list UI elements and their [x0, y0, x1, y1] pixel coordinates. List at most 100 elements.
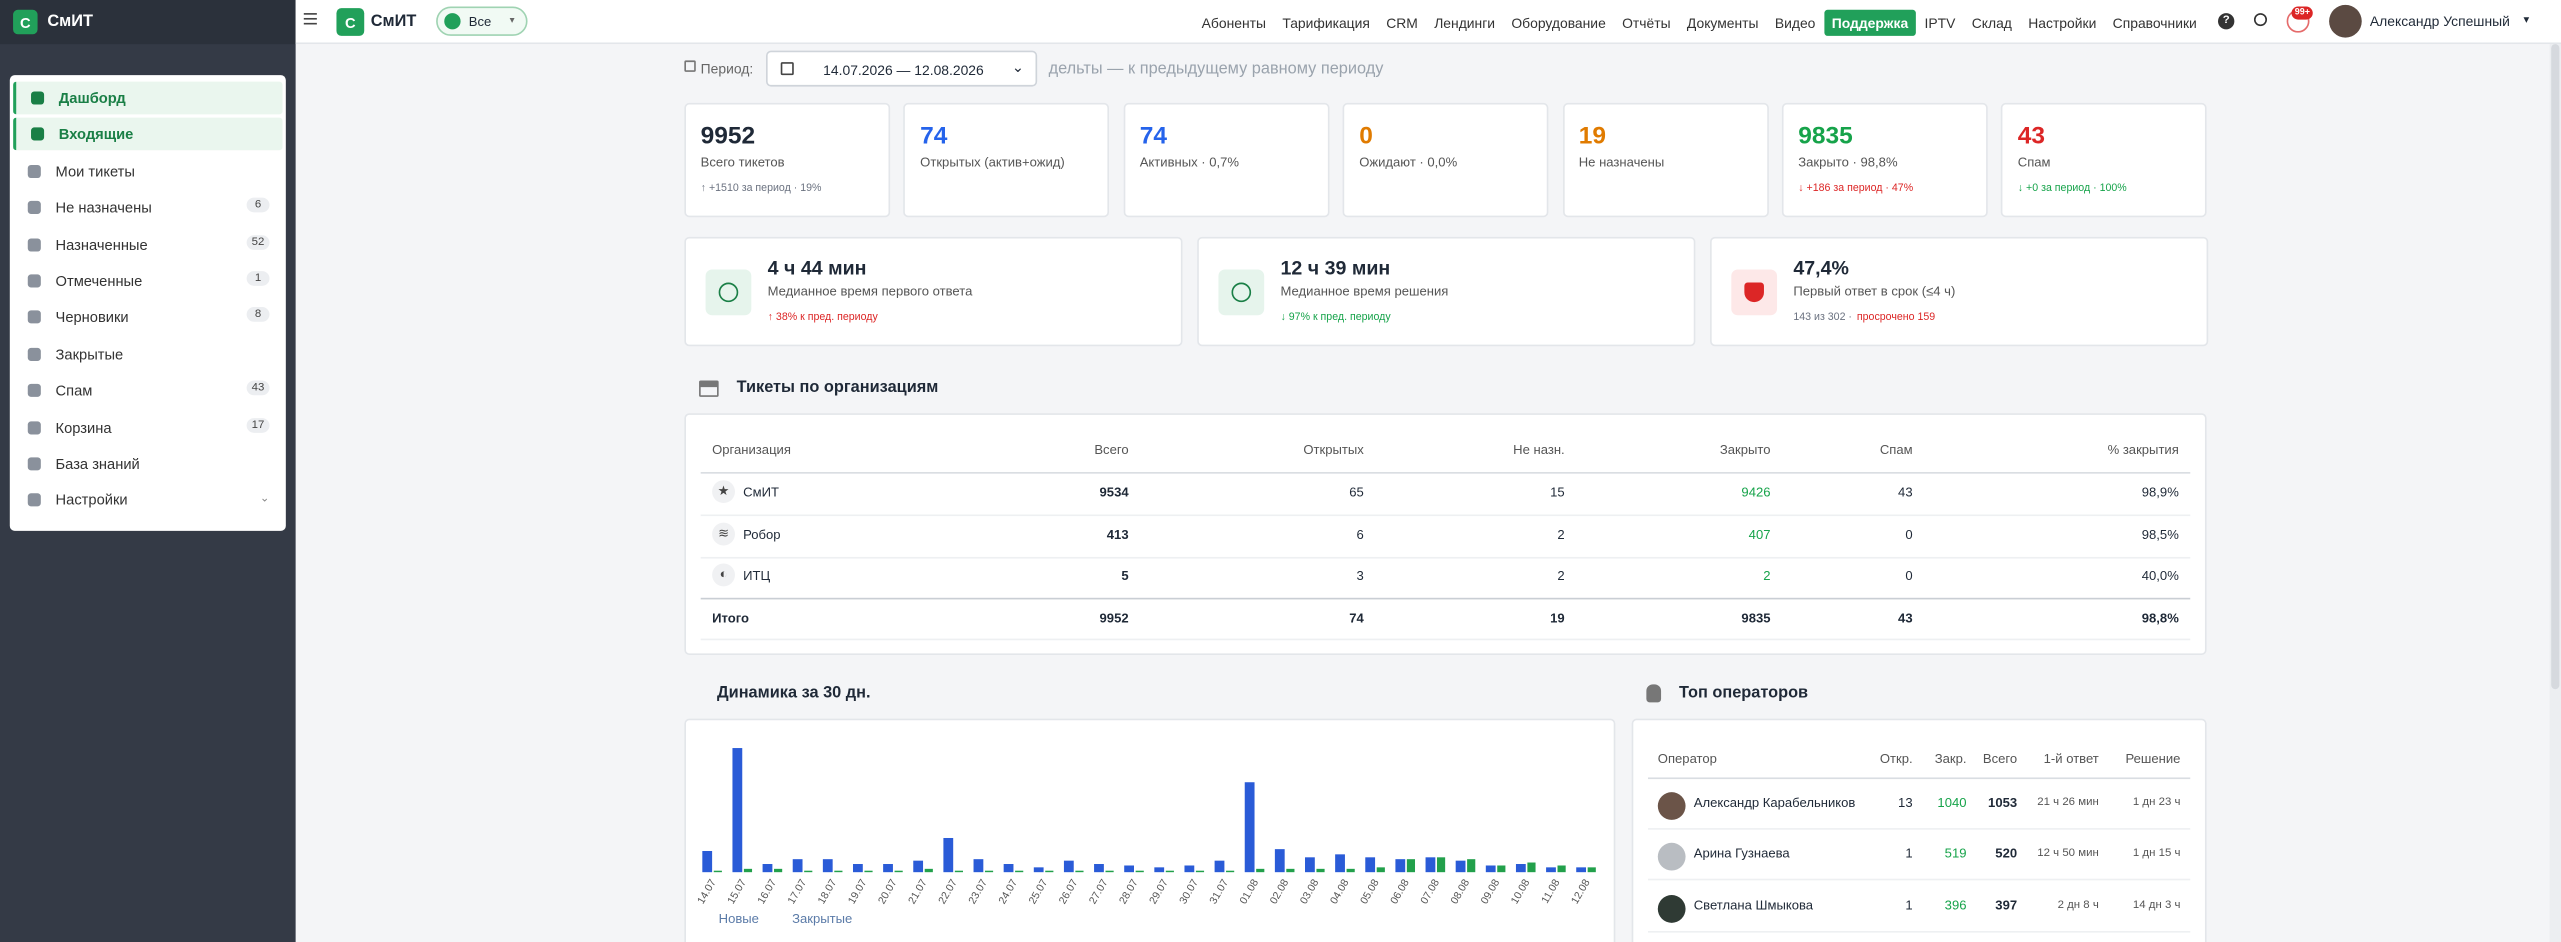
nav-item[interactable]: Склад [1971, 13, 2012, 31]
bar [1256, 868, 1265, 873]
menu-item[interactable]: Спам 43 [13, 374, 282, 407]
user-avatar[interactable] [2329, 4, 2362, 38]
bar [732, 748, 743, 873]
menu-item[interactable]: Дашборд [13, 81, 283, 115]
nav-item[interactable]: Отчёты [1622, 13, 1671, 31]
period-picker[interactable]: 14.07.2026 — 12.08.2026 ⌄ [766, 50, 1038, 87]
kpi-delta-text: ↓ 97% к пред. периоду [1280, 311, 1391, 324]
table-cell: Светлана Шмыкова [1693, 897, 1814, 913]
menu-item[interactable]: Входящие [13, 118, 283, 151]
menu-label: Входящие [58, 126, 134, 143]
bar [1105, 870, 1114, 873]
table-cell: Александр Карабельников [1693, 795, 1856, 811]
stat-card: 74 Активных · 0,7% [1123, 102, 1330, 218]
bar [924, 868, 933, 873]
table-cell: 74 [1349, 610, 1364, 626]
section-title: Динамика за 30 дн. [717, 684, 871, 703]
nav-item[interactable]: Документы [1686, 13, 1759, 31]
x-tick-label: 29.07 [1147, 877, 1171, 906]
menu-item[interactable]: Назначенные 52 [13, 228, 282, 261]
table-cell: Не назн. [1513, 442, 1565, 458]
row-rule [700, 598, 2191, 601]
x-tick-label: 27.07 [1087, 877, 1111, 906]
menu-icon [31, 128, 45, 142]
stat-card: 43 Спам ↓ +0 за период · 100% [2001, 102, 2208, 218]
nav-item[interactable]: Оборудование [1511, 13, 1606, 31]
search-icon[interactable] [2253, 13, 2268, 27]
table-cell: Решение [2125, 751, 2181, 767]
menu-toggle[interactable] [303, 13, 317, 25]
row-rule [1647, 828, 2191, 830]
bar [1165, 870, 1174, 873]
stat-delta: ↓ +186 за период · 47% [1798, 182, 1914, 195]
kpi-delta-text: ↑ 38% к пред. периоду [767, 311, 878, 324]
table-cell: 1040 [1937, 795, 1967, 811]
user-name[interactable]: Александр Успешный [2369, 13, 2510, 30]
nav-item[interactable]: IPTV [1924, 13, 1956, 31]
nav-item[interactable]: Абоненты [1201, 13, 1267, 31]
table-cell: 65 [1349, 485, 1364, 500]
table-cell: 15 [1550, 485, 1565, 500]
nav-item[interactable]: Настройки [2028, 13, 2097, 31]
menu-item[interactable]: Закрытые [13, 338, 282, 371]
bar [1075, 870, 1084, 873]
bar [822, 859, 833, 873]
nav-item[interactable]: Видео [1774, 13, 1816, 31]
table-cell: 9426 [1741, 485, 1771, 500]
x-tick-label: 21.07 [906, 877, 930, 906]
menu-label: Назначенные [55, 236, 148, 253]
menu-item[interactable]: Отмеченные 1 [13, 265, 282, 298]
period-note: дельты — к предыдущему равному периоду [1048, 60, 1384, 79]
kpi-value: 4 ч 44 мин [767, 256, 867, 280]
bar [864, 870, 873, 873]
bar [1244, 782, 1255, 873]
scope-select[interactable]: Все ▾ [436, 6, 528, 36]
bar [1455, 860, 1466, 873]
bar [792, 859, 803, 873]
table-cell: 407 [1748, 527, 1771, 542]
section-title: Тикеты по организациям [736, 378, 939, 397]
menu-count: 43 [246, 380, 270, 396]
nav-item[interactable]: CRM [1386, 13, 1418, 31]
kpi-icon [1731, 269, 1778, 316]
x-tick-label: 24.07 [996, 877, 1020, 906]
table-cell: 1 [1905, 897, 1913, 913]
help-icon[interactable]: ? [2218, 13, 2235, 30]
table-cell: ИТЦ [743, 569, 771, 584]
kpi-delta: 143 из 302 · просрочено 159 [1793, 312, 1935, 323]
menu-item[interactable]: Мои тикеты [13, 155, 282, 188]
x-tick-label: 10.08 [1509, 877, 1533, 906]
menu-item[interactable]: Настройки ⌄ [13, 484, 282, 517]
menu-label: Спам [55, 382, 93, 399]
stat-label: Открытых (актив+ожид) [920, 155, 1065, 170]
nav-item[interactable]: Поддержка [1823, 8, 1917, 36]
x-tick-label: 16.07 [755, 877, 779, 906]
menu-item[interactable]: База знаний [13, 448, 282, 481]
operator-avatar [1657, 792, 1686, 820]
table-cell: 413 [1106, 527, 1129, 542]
menu-item[interactable]: Не назначены 6 [13, 191, 282, 224]
menu-icon [27, 274, 41, 288]
logo: С [13, 9, 38, 35]
menu-label: Отмеченные [55, 272, 143, 290]
nav-item[interactable]: Справочники [2112, 13, 2197, 31]
table-cell: Арина Гузнаева [1693, 846, 1790, 862]
x-tick-label: 05.08 [1358, 877, 1382, 906]
bar [834, 870, 843, 873]
table-cell: 12 ч 50 мин [2037, 848, 2099, 860]
x-tick-label: 04.08 [1328, 877, 1352, 906]
logo: С [336, 8, 365, 36]
nav-item[interactable]: Лендинги [1434, 13, 1496, 31]
bar [1274, 849, 1285, 873]
menu-icon [27, 384, 41, 398]
nav-item[interactable]: Тарификация [1282, 13, 1370, 31]
bar [943, 837, 954, 873]
bar [1154, 867, 1165, 873]
menu-item[interactable]: Корзина 17 [13, 411, 282, 444]
kpi-icon-glyph [718, 282, 739, 303]
row-rule [700, 638, 2191, 641]
kpi-value: 47,4% [1793, 256, 1849, 280]
menu-item[interactable]: Черновики 8 [13, 301, 282, 334]
